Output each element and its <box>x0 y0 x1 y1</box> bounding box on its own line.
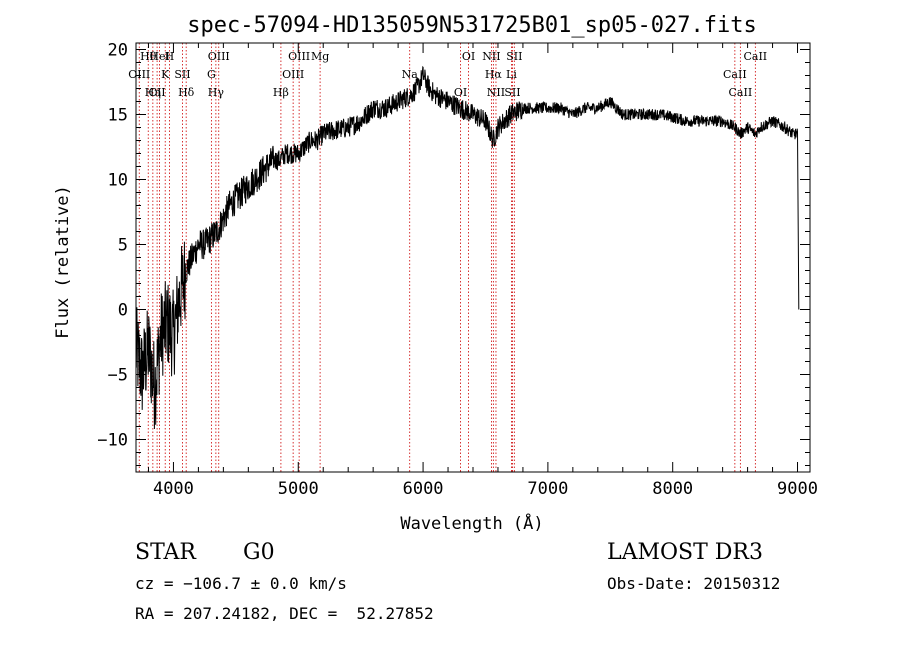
line-marker-label: OI <box>454 86 467 99</box>
line-marker-label: K <box>161 68 170 81</box>
chart-title: spec-57094-HD135059N531725B01_sp05-027.f… <box>187 13 757 38</box>
line-marker-label: CaII <box>729 86 753 99</box>
spectrum-line <box>135 65 800 430</box>
line-marker-label: CII <box>149 86 166 99</box>
x-tick-label: 4000 <box>153 479 194 499</box>
y-tick-label: 15 <box>108 106 128 126</box>
line-marker-label: Hθ <box>140 50 157 63</box>
x-axis-label: Wavelength (Å) <box>400 512 543 534</box>
y-tick-label: 20 <box>108 41 128 61</box>
line-marker-label: Hδ <box>178 86 195 99</box>
x-tick-label: 8000 <box>652 479 693 499</box>
line-marker-label: Na <box>402 68 419 81</box>
line-marker-label: OI <box>462 50 475 63</box>
y-tick-label: 0 <box>118 301 128 321</box>
line-marker-label: Mg <box>311 50 329 63</box>
line-marker-label: H <box>165 50 175 63</box>
line-marker-label: SII <box>174 68 190 81</box>
line-marker-label: Hη <box>145 86 161 99</box>
line-marker-label: CaII <box>723 68 747 81</box>
plot-frame <box>135 42 811 473</box>
object-subclass: G0 <box>243 540 275 565</box>
y-tick-label: 5 <box>118 236 128 256</box>
spectral-line-labels: Hθ K Hδ OIII OIII CII HeI SII Hγ OIII OIII Hη H G Hβ Mg… <box>128 50 767 99</box>
line-marker-label: Hγ <box>208 86 225 99</box>
y-tick-label: 10 <box>108 171 128 191</box>
x-tick-label: 9000 <box>777 479 818 499</box>
line-marker-label: Hα <box>485 68 503 81</box>
line-marker-label: OIII <box>128 68 150 81</box>
x-tick-label: 6000 <box>403 479 444 499</box>
line-marker-label: OIII <box>208 50 230 63</box>
spectrum-chart: 4000 5000 6000 7000 8000 9000 −10 −5 0 5 10 15 20 Hθ… <box>53 13 818 534</box>
line-marker-label: Li <box>506 68 517 81</box>
line-marker-label: NII <box>487 86 505 99</box>
line-marker-label: OIII <box>288 50 310 63</box>
axes: 4000 5000 6000 7000 8000 9000 −10 −5 0 5 10 15 20 <box>97 41 818 500</box>
x-tick-label: 5000 <box>278 479 319 499</box>
y-axis-label: Flux (relative) <box>53 185 73 339</box>
line-marker-label: Hβ <box>273 86 289 99</box>
line-marker-label: OIII <box>282 68 304 81</box>
object-class: STAR <box>135 540 196 565</box>
spectral-line-markers <box>138 43 756 472</box>
redshift-readout: cz = −106.7 ± 0.0 km/s <box>135 574 347 593</box>
y-tick-label: −5 <box>108 366 128 386</box>
line-marker-label: HeI <box>149 50 169 63</box>
line-marker-label: CaII <box>743 50 767 63</box>
y-tick-label: −10 <box>97 431 128 451</box>
x-tick-label: 7000 <box>527 479 568 499</box>
line-marker-label: NII <box>482 50 500 63</box>
line-marker-label: SII <box>506 50 522 63</box>
coordinates-readout: RA = 207.24182, DEC = 52.27852 <box>135 604 434 623</box>
line-marker-label: G <box>207 68 216 81</box>
survey-name: LAMOST DR3 <box>607 540 763 565</box>
line-marker-label: SII <box>504 86 520 99</box>
observation-date: Obs-Date: 20150312 <box>607 574 781 593</box>
